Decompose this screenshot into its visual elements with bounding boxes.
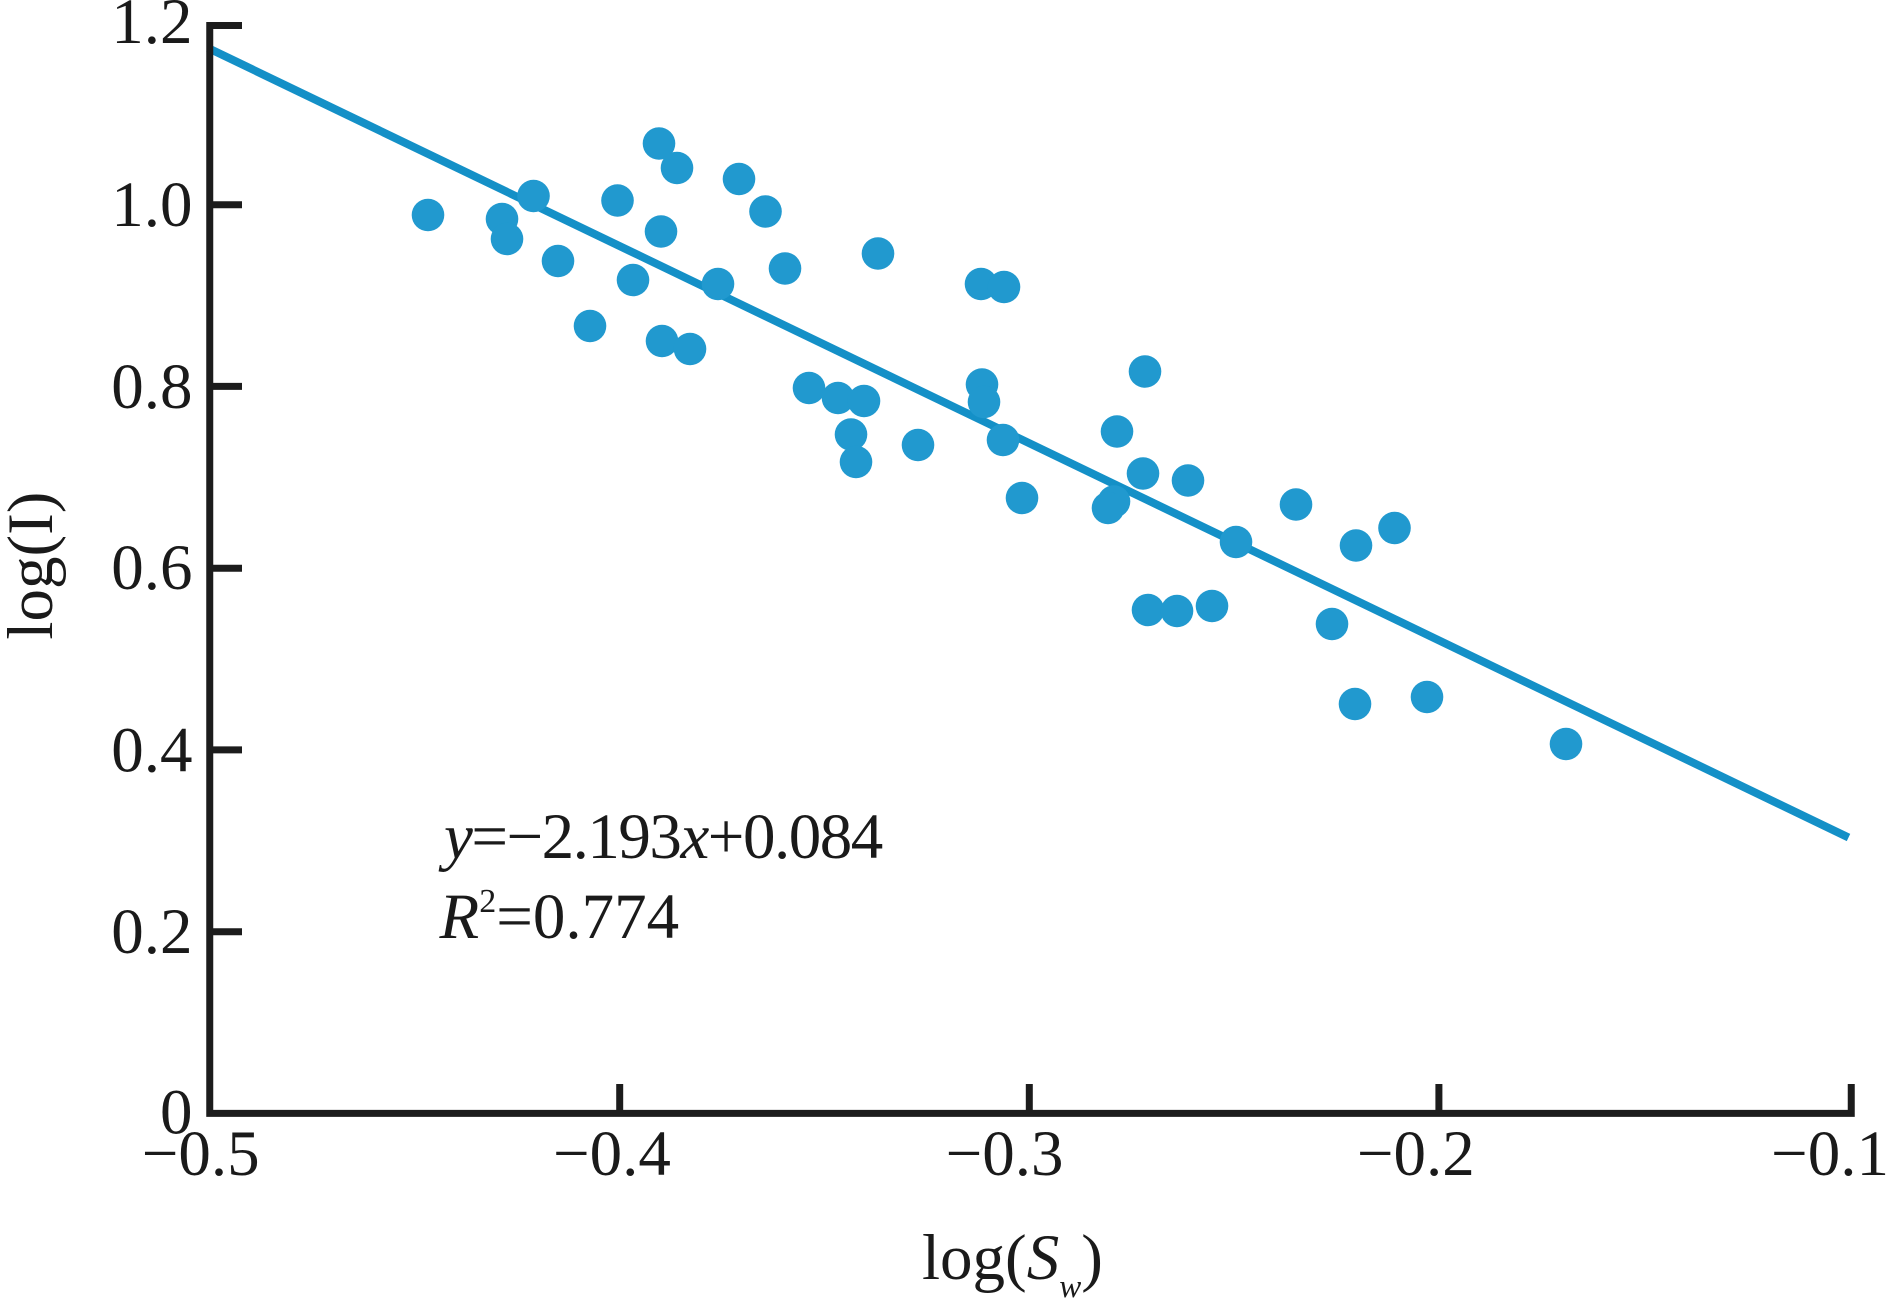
svg-text:−0.4: −0.4	[553, 1118, 671, 1190]
svg-text:−0.5: −0.5	[142, 1118, 260, 1190]
svg-text:y=−2.193x+0.084: y=−2.193x+0.084	[438, 801, 883, 873]
svg-text:0.6: 0.6	[111, 532, 192, 604]
svg-text:−0.3: −0.3	[946, 1118, 1064, 1190]
svg-text:0.2: 0.2	[111, 896, 192, 968]
svg-text:log(I): log(I)	[0, 492, 67, 640]
svg-text:0.4: 0.4	[111, 714, 192, 786]
svg-text:−0.1: −0.1	[1771, 1118, 1889, 1190]
svg-text:1.0: 1.0	[111, 169, 192, 241]
svg-text:0: 0	[160, 1077, 193, 1149]
svg-text:0.8: 0.8	[111, 351, 192, 423]
svg-text:−0.2: −0.2	[1357, 1118, 1475, 1190]
svg-text:1.2: 1.2	[111, 0, 192, 58]
svg-text:R2=0.774: R2=0.774	[439, 881, 680, 953]
